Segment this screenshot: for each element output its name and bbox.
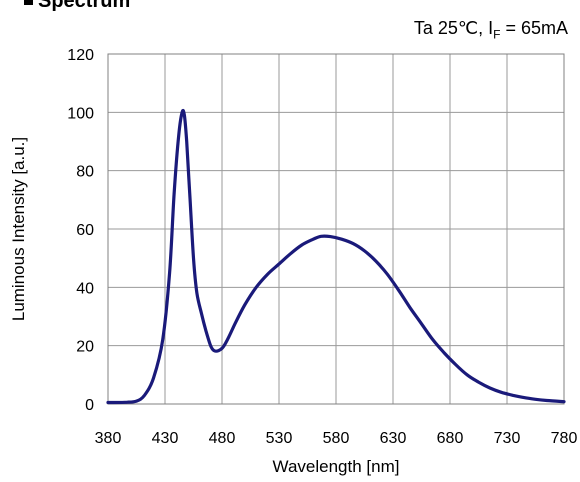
- test-condition: Ta 25℃, IF = 65mA: [414, 18, 568, 42]
- x-tick-label-0: 380: [95, 430, 122, 447]
- y-tick-label-3: 60: [76, 222, 94, 239]
- x-tick-label-3: 530: [266, 430, 293, 447]
- x-tick-label-4: 580: [323, 430, 350, 447]
- y-tick-label-6: 120: [67, 47, 94, 64]
- spectrum-series-line: [106, 108, 566, 405]
- y-tick-label-0: 0: [85, 397, 94, 414]
- title-bullet: [24, 0, 33, 5]
- y-tick-label-4: 80: [76, 164, 94, 181]
- condition-suffix: = 65mA: [500, 18, 568, 38]
- condition-prefix: Ta 25℃, I: [413, 18, 494, 38]
- x-axis-label: Wavelength [nm]: [273, 457, 400, 476]
- chart-title: Spectrum: [38, 0, 131, 12]
- plot-frame: [107, 53, 565, 405]
- x-tick-labels: 380 430 480 530 580 630 680 730 780: [95, 430, 578, 447]
- x-tick-label-7: 730: [494, 430, 521, 447]
- x-tick-label-6: 680: [437, 430, 464, 447]
- x-tick-label-8: 780: [551, 430, 578, 447]
- y-tick-label-2: 40: [76, 280, 94, 297]
- y-axis-label: Luminous Intensity [a.u.]: [9, 137, 28, 321]
- x-tick-label-5: 630: [380, 430, 407, 447]
- x-tick-label-1: 430: [152, 430, 179, 447]
- x-tick-label-2: 480: [209, 430, 236, 447]
- condition-subscript: F: [493, 27, 501, 42]
- grid: [107, 53, 565, 405]
- y-tick-label-1: 20: [76, 339, 94, 356]
- y-tick-label-5: 100: [67, 105, 94, 122]
- y-tick-labels: 0 20 40 60 80 100 120: [67, 47, 94, 414]
